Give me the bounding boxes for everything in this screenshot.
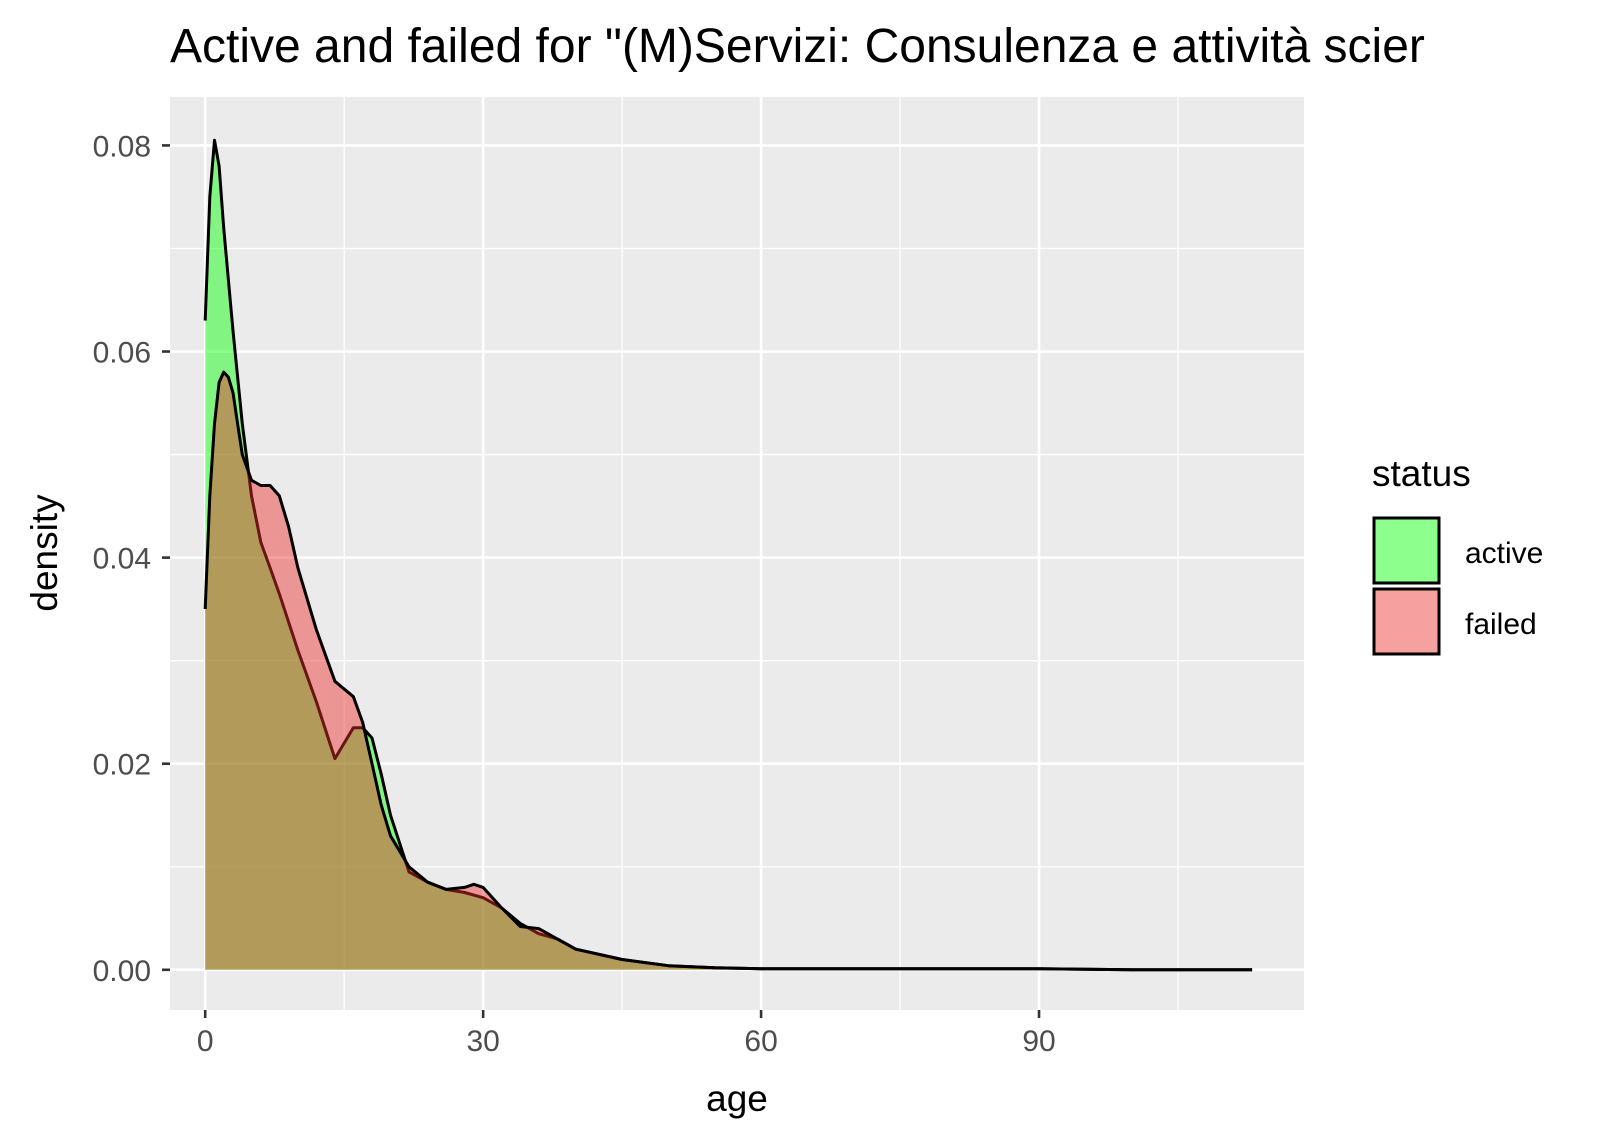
major-gridlines <box>170 97 1304 1010</box>
axis-ticks: 0 30 60 90 0.00 0.02 0.04 0.06 0.08 <box>93 130 1056 1058</box>
y-tick-label: 0.04 <box>93 543 151 576</box>
x-tick-label: 90 <box>1022 1025 1055 1058</box>
density-areas <box>203 138 1253 972</box>
y-tick-label: 0.06 <box>93 337 151 370</box>
y-tick-label: 0.02 <box>93 749 151 782</box>
x-tick-label: 30 <box>466 1025 499 1058</box>
x-tick-label: 0 <box>197 1025 214 1058</box>
legend-label-active: active <box>1465 537 1543 570</box>
legend-title: status <box>1372 453 1471 494</box>
y-axis-title: density <box>24 494 65 612</box>
x-axis-title: age <box>706 1078 768 1119</box>
legend: status active failed <box>1372 453 1543 656</box>
density-line-failed <box>203 370 1253 972</box>
density-area-active <box>205 140 1253 970</box>
legend-key-active <box>1372 516 1441 585</box>
x-tick-label: 60 <box>744 1025 777 1058</box>
legend-key-failed <box>1372 587 1441 656</box>
y-tick-label: 0.00 <box>93 955 151 988</box>
chart-title: Active and failed for "(M)Servizi: Consu… <box>170 20 1425 73</box>
density-area-failed <box>205 372 1253 970</box>
y-tick-label: 0.08 <box>93 130 151 163</box>
legend-label-failed: failed <box>1465 608 1537 641</box>
plot-panel <box>170 97 1304 1010</box>
minor-gridlines <box>170 97 1304 1010</box>
